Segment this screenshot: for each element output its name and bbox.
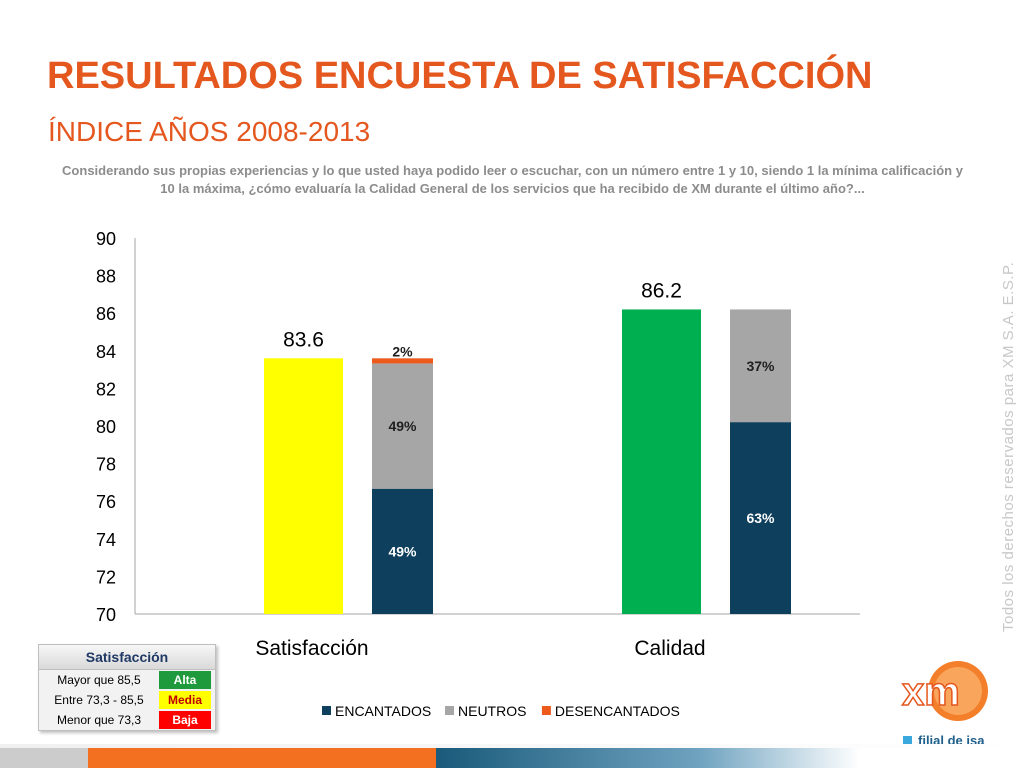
y-tick-label: 80 (96, 417, 116, 437)
legend-label: ENCANTADOS (335, 703, 431, 719)
scale-range: Entre 73,3 - 85,5 (54, 693, 144, 707)
satisfaction-scale-header: Satisfacción (39, 645, 215, 670)
page-subtitle: ÍNDICE AÑOS 2008-2013 (48, 116, 371, 147)
scale-level-baja: Baja (159, 711, 211, 729)
legend-swatch (322, 706, 331, 715)
y-tick-label: 72 (96, 567, 116, 587)
y-tick-label: 70 (96, 605, 116, 625)
index-bar (264, 358, 343, 614)
index-value-label: 83.6 (283, 328, 324, 351)
y-tick-label: 84 (96, 342, 116, 362)
satisfaction-scale-row: Mayor que 85,5 Alta (39, 670, 215, 690)
y-tick-label: 90 (96, 229, 116, 249)
index-value-label: 86.2 (641, 279, 682, 302)
page-title: RESULTADOS ENCUESTA DE SATISFACCIÓN (47, 55, 873, 97)
x-category-label: Calidad (634, 637, 705, 660)
copyright-note: Todos los derechos reservados para XM S.… (1000, 261, 1017, 632)
index-bar (622, 309, 701, 614)
stacked-segment-label: 49% (388, 418, 417, 434)
stacked-segment-label: 2% (392, 343, 413, 359)
y-tick-label: 88 (96, 267, 116, 287)
stacked-bar-segment (372, 358, 433, 364)
xm-logo-icon: xm (898, 655, 992, 730)
legend-label: NEUTROS (458, 703, 526, 719)
filial-square-icon (903, 736, 912, 745)
scale-level-media: Media (159, 691, 211, 709)
y-tick-label: 78 (96, 455, 116, 475)
stacked-segment-label: 63% (746, 510, 775, 526)
stacked-bar-segment (730, 422, 791, 614)
svg-text:xm: xm (902, 670, 960, 714)
stacked-bar-segment (372, 363, 433, 489)
legend-label: DESENCANTADOS (555, 703, 680, 719)
stacked-segment-label: 37% (746, 358, 775, 374)
satisfaction-scale-row: Entre 73,3 - 85,5 Media (39, 690, 215, 710)
scale-range: Menor que 73,3 (56, 713, 142, 727)
bar-chart: 70 72 74 76 78 80 82 84 86 88 90 83.6 49% 49% 2% Satisf… (96, 229, 860, 719)
legend-swatch (445, 706, 454, 715)
y-tick-label: 76 (96, 492, 116, 512)
stacked-bar-segment (372, 488, 433, 614)
scale-range: Mayor que 85,5 (57, 673, 141, 687)
legend-swatch (541, 706, 551, 715)
scale-level-alta: Alta (159, 671, 211, 689)
survey-question: Considerando sus propias experiencias y … (62, 163, 963, 196)
y-tick-label: 74 (96, 530, 116, 550)
stacked-segment-label: 49% (388, 543, 417, 559)
stacked-bar-segment (730, 309, 791, 423)
satisfaction-scale-table: Satisfacción Mayor que 85,5 Alta Entre 7… (38, 644, 216, 731)
x-category-label: Satisfacción (255, 637, 368, 660)
footer-bar (0, 748, 1024, 768)
y-tick-label: 82 (96, 379, 116, 399)
satisfaction-scale-row: Menor que 73,3 Baja (39, 710, 215, 730)
y-tick-label: 86 (96, 304, 116, 324)
footer-strip (0, 744, 1024, 748)
